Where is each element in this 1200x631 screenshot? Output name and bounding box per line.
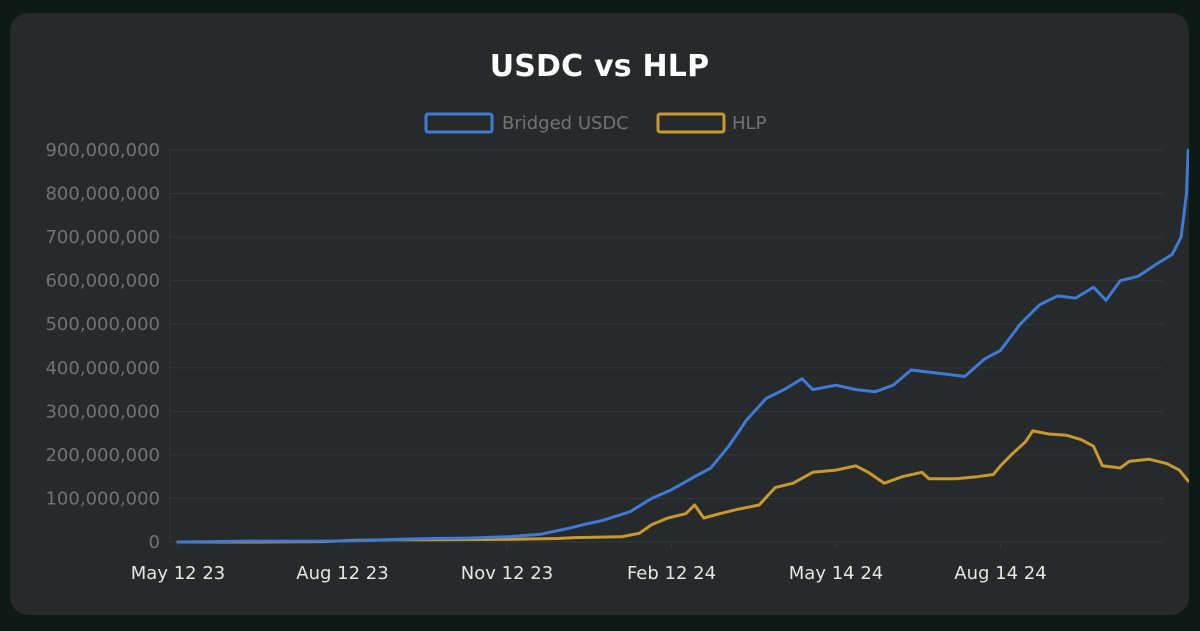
- y-tick-label: 200,000,000: [45, 445, 160, 466]
- x-tick-label: Nov 12 23: [461, 563, 553, 584]
- y-tick-label: 400,000,000: [45, 358, 160, 379]
- y-tick-label: 100,000,000: [45, 488, 160, 509]
- y-tick-label: 900,000,000: [45, 140, 160, 161]
- x-tick-label: Aug 12 23: [296, 563, 388, 584]
- legend-swatch-bridged-usdc: [424, 112, 494, 134]
- legend-label-bridged-usdc: Bridged USDC: [502, 113, 629, 134]
- y-tick-label: 800,000,000: [45, 184, 160, 205]
- chart-card: USDC vs HLP 0 100,000,000 200,000,000 300,0…: [10, 13, 1189, 615]
- legend-label-hlp: HLP: [732, 113, 767, 134]
- series-line-hlp: [176, 429, 1189, 544]
- x-tick-label: Aug 14 24: [954, 563, 1046, 584]
- y-tick-label: 500,000,000: [45, 314, 160, 335]
- x-tick-label: May 14 24: [789, 563, 883, 584]
- series-line-bridged-usdc: [176, 148, 1189, 544]
- x-tick-label: Feb 12 24: [627, 563, 716, 584]
- x-tick-label: May 12 23: [131, 563, 225, 584]
- y-tick-label: 600,000,000: [45, 271, 160, 292]
- y-tick-label: 300,000,000: [45, 401, 160, 422]
- legend-swatch-hlp: [656, 112, 726, 134]
- usdc-hlp-chart: 0 100,000,000 200,000,000 300,000,000 400,00…: [45, 112, 1189, 584]
- y-tick-label: 0: [149, 532, 160, 553]
- y-tick-label: 700,000,000: [45, 227, 160, 248]
- chart-title: USDC vs HLP: [489, 49, 710, 84]
